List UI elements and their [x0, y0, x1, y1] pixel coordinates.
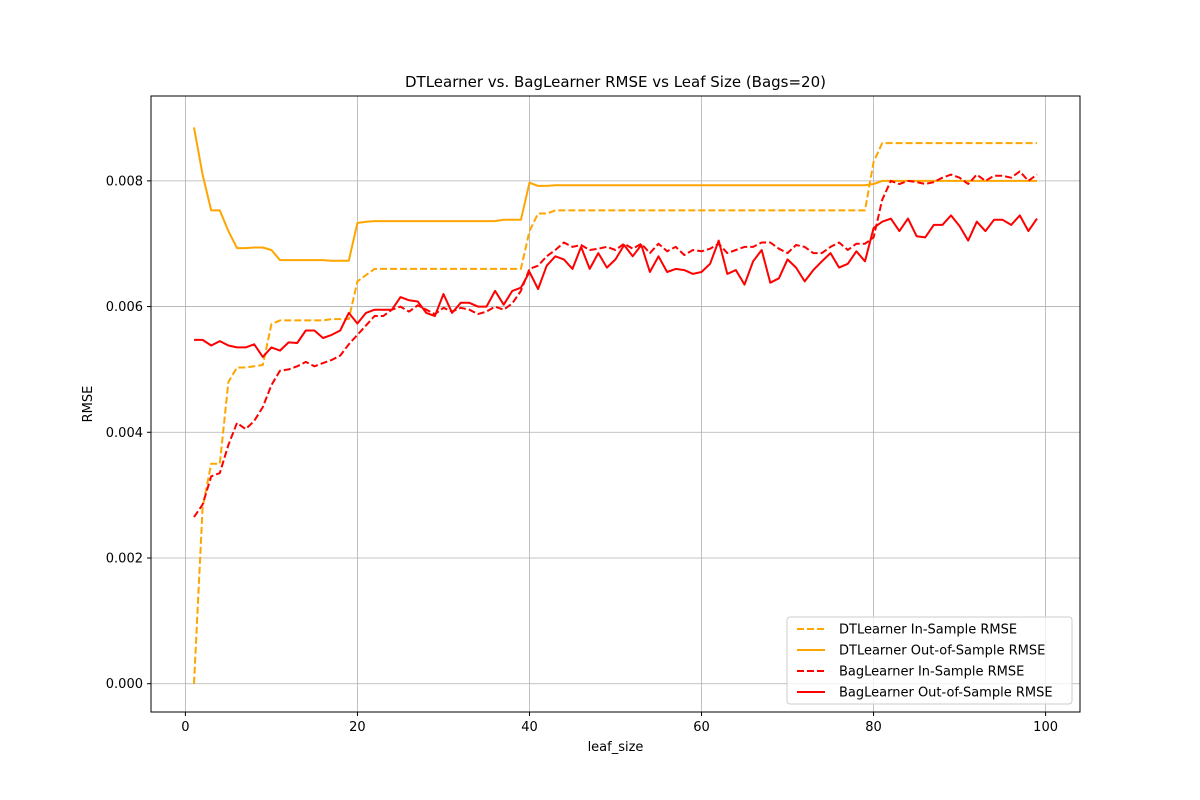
x-tick-label: 80 — [865, 720, 882, 735]
grid — [151, 96, 1080, 712]
series-line-2 — [193, 127, 1037, 262]
x-tick-label: 100 — [1033, 720, 1058, 735]
legend-label: BagLearner In-Sample RMSE — [839, 665, 1024, 680]
legend-box — [786, 616, 1073, 705]
y-axis-ticks: 0.000 0.002 0.004 0.006 0.008 — [106, 174, 151, 692]
legend-label: BagLearner Out-of-Sample RMSE — [839, 686, 1053, 701]
x-axis-ticks: 0 20 40 60 80 100 — [181, 712, 1058, 735]
legend-label: DTLearner Out-of-Sample RMSE — [839, 644, 1045, 659]
x-tick-label: 60 — [693, 720, 710, 735]
legend-label: DTLearner In-Sample RMSE — [839, 623, 1017, 638]
y-tick-label: 0.008 — [106, 174, 143, 189]
y-tick-label: 0.004 — [106, 426, 143, 441]
plot-area-frame — [150, 95, 1081, 713]
chart-title: DTLearner vs. BagLearner RMSE vs Leaf Si… — [405, 73, 826, 91]
x-axis-label: leaf_size — [588, 740, 644, 755]
series-line-4 — [194, 214, 1038, 358]
x-tick-label: 40 — [521, 720, 538, 735]
legend: DTLearner In-Sample RMSE DTLearner Out-of… — [786, 616, 1073, 705]
y-tick-label: 0.000 — [106, 677, 143, 692]
series-line-3 — [193, 170, 1038, 518]
y-tick-label: 0.002 — [106, 552, 143, 567]
y-axis-label: RMSE — [81, 386, 96, 423]
series-line-1 — [193, 142, 1037, 684]
series-lines — [193, 127, 1038, 684]
x-tick-label: 20 — [349, 720, 366, 735]
y-tick-label: 0.006 — [106, 300, 143, 315]
x-tick-label: 0 — [181, 720, 189, 735]
